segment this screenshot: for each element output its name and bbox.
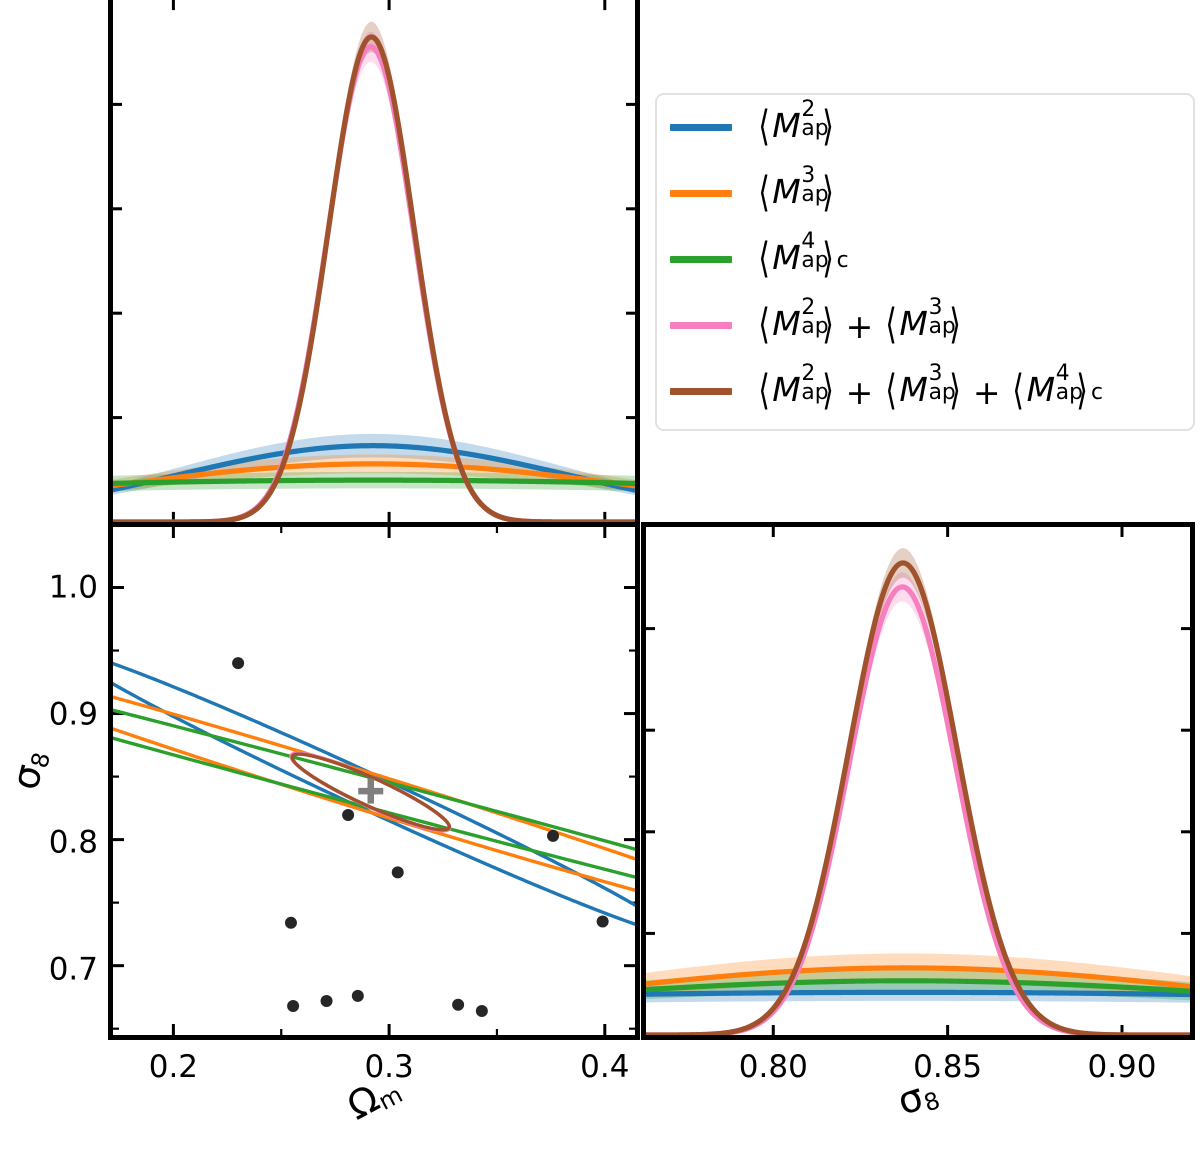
angle-bracket-right-icon: ⟩ xyxy=(821,167,834,216)
angle-bracket-right-icon: ⟩ xyxy=(821,299,834,348)
legend-color-swatch xyxy=(670,189,732,197)
angle-bracket-left-icon: ⟨ xyxy=(758,299,770,348)
angle-bracket-right-icon: ⟩ xyxy=(948,365,961,414)
superscript-order: 4 xyxy=(1055,360,1070,386)
aperture-mass-moment: ⟨ M 2 ap ⟩ xyxy=(756,294,836,348)
legend-color-swatch xyxy=(670,255,732,263)
variable-M: M 2 ap xyxy=(772,360,829,410)
omega-m-marginal-plot xyxy=(113,0,635,522)
panel-omega-m-marginal xyxy=(108,0,640,527)
legend-item[interactable]: ⟨ M 3 ap ⟩ xyxy=(657,162,1193,221)
y-tick-label-sigma8: 1.0 xyxy=(48,569,98,606)
superscript-order: 3 xyxy=(928,360,943,386)
subscript-ap: ap xyxy=(928,314,956,340)
angle-bracket-left-icon: ⟨ xyxy=(758,101,770,150)
superscript-order: 4 xyxy=(801,228,816,254)
joint-contour-plot xyxy=(113,527,635,1035)
variable-M: M 2 ap xyxy=(772,294,829,344)
aperture-mass-moment: ⟨ M 2 ap ⟩ xyxy=(756,96,836,150)
aperture-mass-moment: ⟨ M 2 ap ⟩ xyxy=(756,360,836,414)
x-tick-label-sigma8: 0.90 xyxy=(1087,1049,1157,1085)
angle-bracket-left-icon: ⟨ xyxy=(758,167,770,216)
subscript-ap: ap xyxy=(928,380,956,406)
plus-sign: + xyxy=(845,373,874,412)
aperture-mass-moment: ⟨ M 4 ap ⟩ c xyxy=(756,228,849,282)
angle-bracket-right-icon: ⟩ xyxy=(821,101,834,150)
subscript-ap: ap xyxy=(801,380,829,406)
panel-sigma8-marginal xyxy=(641,522,1195,1040)
x-tick-label-omega-m: 0.4 xyxy=(580,1049,630,1085)
legend-color-swatch xyxy=(670,123,732,131)
aperture-mass-moment: ⟨ M 3 ap ⟩ xyxy=(883,360,963,414)
y-tick-label-sigma8: 0.9 xyxy=(48,696,98,733)
subscript-ap: ap xyxy=(801,182,829,208)
plus-sign: + xyxy=(972,373,1001,412)
superscript-order: 2 xyxy=(801,360,816,386)
aperture-mass-moment: ⟨ M 3 ap ⟩ xyxy=(883,294,963,348)
x-tick-label-sigma8: 0.85 xyxy=(913,1049,983,1085)
legend-box: ⟨ M 2 ap ⟩ ⟨ M 3 ap ⟩ ⟨ M 4 ap ⟩ c ⟨ M 2 ap ⟩ + ⟨ M 3 ap ⟩ ⟨ M 2 ap ⟩ + ⟨… xyxy=(655,93,1195,431)
angle-bracket-right-icon: ⟩ xyxy=(948,299,961,348)
subscript-connected: c xyxy=(836,248,849,274)
angle-bracket-left-icon: ⟨ xyxy=(1012,365,1025,414)
subscript-ap: ap xyxy=(1055,380,1083,406)
variable-M: M 3 ap xyxy=(899,294,956,344)
legend-color-swatch xyxy=(670,321,732,329)
subscript-connected: c xyxy=(1090,380,1103,406)
legend-item-label: ⟨ M 2 ap ⟩ + ⟨ M 3 ap ⟩ + ⟨ M 4 ap ⟩ c xyxy=(756,360,1103,414)
angle-bracket-left-icon: ⟨ xyxy=(885,365,898,414)
legend-item[interactable]: ⟨ M 2 ap ⟩ + ⟨ M 3 ap ⟩ + ⟨ M 4 ap ⟩ c xyxy=(657,360,1193,419)
aperture-mass-moment: ⟨ M 3 ap ⟩ xyxy=(756,162,836,216)
variable-M: M 2 ap xyxy=(772,96,829,146)
subscript-ap: ap xyxy=(801,248,829,274)
angle-bracket-left-icon: ⟨ xyxy=(758,365,770,414)
superscript-order: 3 xyxy=(928,294,943,320)
variable-M: M 4 ap xyxy=(1026,360,1083,410)
y-tick-label-sigma8: 0.7 xyxy=(48,951,98,988)
angle-bracket-right-icon: ⟩ xyxy=(821,233,834,282)
angle-bracket-right-icon: ⟩ xyxy=(1076,365,1088,414)
angle-bracket-left-icon: ⟨ xyxy=(758,233,770,282)
aperture-mass-moment: ⟨ M 4 ap ⟩ c xyxy=(1010,360,1103,414)
superscript-order: 2 xyxy=(801,96,816,122)
legend-item-label: ⟨ M 2 ap ⟩ xyxy=(756,96,836,150)
angle-bracket-left-icon: ⟨ xyxy=(885,299,898,348)
legend-item-label: ⟨ M 2 ap ⟩ + ⟨ M 3 ap ⟩ xyxy=(756,294,963,348)
panel-joint-contours xyxy=(108,522,640,1040)
subscript-ap: ap xyxy=(801,314,829,340)
superscript-order: 2 xyxy=(801,294,816,320)
x-tick-label-sigma8: 0.80 xyxy=(738,1049,808,1085)
variable-M: M 4 ap xyxy=(772,228,829,278)
y-axis-title-sigma8: σ8 xyxy=(3,746,56,794)
superscript-order: 3 xyxy=(801,162,816,188)
variable-M: M 3 ap xyxy=(899,360,956,410)
sigma8-marginal-plot xyxy=(646,527,1190,1035)
legend-item[interactable]: ⟨ M 2 ap ⟩ + ⟨ M 3 ap ⟩ xyxy=(657,294,1193,353)
y-tick-label-sigma8: 0.8 xyxy=(48,824,98,861)
subscript-ap: ap xyxy=(801,116,829,142)
variable-M: M 3 ap xyxy=(772,162,829,212)
legend-item[interactable]: ⟨ M 4 ap ⟩ c xyxy=(657,228,1193,287)
legend-item-label: ⟨ M 3 ap ⟩ xyxy=(756,162,836,216)
x-tick-label-omega-m: 0.2 xyxy=(148,1049,199,1085)
plus-sign: + xyxy=(845,307,874,346)
legend-item-label: ⟨ M 4 ap ⟩ c xyxy=(756,228,849,282)
angle-bracket-right-icon: ⟩ xyxy=(821,365,834,414)
legend-item[interactable]: ⟨ M 2 ap ⟩ xyxy=(657,96,1193,155)
legend-color-swatch xyxy=(670,387,732,395)
x-tick-label-omega-m: 0.3 xyxy=(364,1049,414,1085)
